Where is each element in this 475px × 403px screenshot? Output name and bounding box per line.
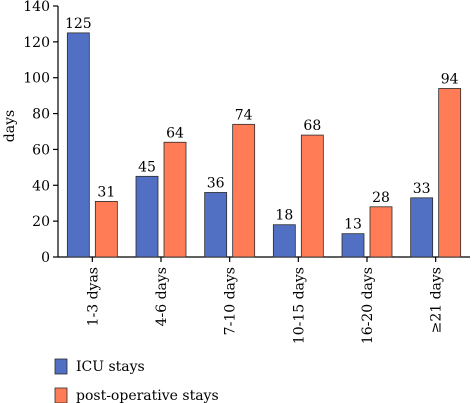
data-label: 94 bbox=[441, 71, 459, 87]
data-label: 68 bbox=[303, 118, 321, 134]
data-label: 18 bbox=[275, 208, 293, 224]
y-tick-label: 100 bbox=[23, 71, 50, 87]
data-label: 74 bbox=[235, 107, 253, 123]
data-label: 13 bbox=[344, 217, 362, 233]
x-tick-label: 1-3 dyas bbox=[85, 267, 101, 326]
data-label: 33 bbox=[413, 181, 431, 197]
y-tick-label: 0 bbox=[41, 250, 50, 266]
legend-label: ICU stays bbox=[76, 359, 145, 375]
y-tick-label: 120 bbox=[23, 35, 50, 51]
bar-post-operative-stays bbox=[94, 201, 118, 258]
y-tick-label: 80 bbox=[32, 107, 50, 123]
bar-post-operative-stays bbox=[163, 141, 187, 258]
data-label: 31 bbox=[97, 184, 115, 200]
x-tick-label: 7-10 days bbox=[223, 267, 239, 335]
data-label: 36 bbox=[207, 175, 225, 191]
bars: 125 31 45 64 36 74 18 68 13 28 33 94 bbox=[65, 16, 462, 258]
y-axis: 0 20 40 60 80 100 120 140 bbox=[23, 0, 59, 266]
bar-icu-stays bbox=[66, 32, 90, 258]
y-axis-label-group: days bbox=[2, 110, 18, 142]
y-tick-label: 40 bbox=[32, 178, 50, 194]
bar-icu-stays bbox=[204, 192, 228, 258]
y-axis-label: days bbox=[2, 110, 18, 142]
bar-icu-stays bbox=[272, 224, 296, 258]
data-label: 125 bbox=[65, 16, 92, 32]
legend-label: post-operative stays bbox=[76, 388, 219, 403]
bar-post-operative-stays bbox=[438, 88, 462, 258]
bar-icu-stays bbox=[135, 175, 159, 258]
bar-icu-stays bbox=[410, 197, 434, 258]
data-label: 64 bbox=[166, 125, 184, 141]
legend-swatch bbox=[54, 358, 68, 375]
legend-swatch bbox=[54, 387, 68, 403]
y-tick-label: 140 bbox=[23, 0, 50, 15]
x-tick-label: 16-20 days bbox=[360, 267, 376, 344]
x-axis: 1-3 dyas 4-6 days 7-10 days 10-15 days 16-20… bbox=[58, 256, 470, 344]
data-label: 28 bbox=[372, 190, 390, 206]
y-tick-label: 60 bbox=[32, 142, 50, 158]
bar-post-operative-stays bbox=[300, 134, 324, 258]
x-tick-label: 4-6 days bbox=[154, 267, 170, 326]
bar-post-operative-stays bbox=[232, 123, 256, 258]
bar-icu-stays bbox=[341, 233, 365, 258]
x-tick-label: 10-15 days bbox=[291, 267, 307, 344]
y-tick-label: 20 bbox=[32, 214, 50, 230]
data-label: 45 bbox=[138, 159, 156, 175]
x-tick-label: ≥21 days bbox=[429, 267, 445, 333]
legend: ICU stays post-operative stays bbox=[54, 358, 219, 403]
bar-post-operative-stays bbox=[369, 206, 393, 258]
